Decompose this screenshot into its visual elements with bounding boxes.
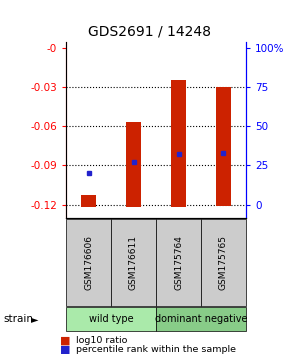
Bar (81, 195, 96, 207)
Text: GSM176611: GSM176611 (129, 235, 138, 290)
Text: GSM175765: GSM175765 (219, 235, 228, 290)
Text: GSM175764: GSM175764 (174, 235, 183, 290)
Text: GDS2691 / 14248: GDS2691 / 14248 (88, 24, 212, 38)
Text: ►: ► (31, 314, 38, 324)
Text: dominant negative: dominant negative (155, 314, 247, 324)
Text: ■: ■ (60, 345, 70, 354)
Text: GSM176606: GSM176606 (84, 235, 93, 290)
Text: ■: ■ (60, 336, 70, 346)
Bar (126, 122, 141, 207)
Text: strain: strain (3, 314, 33, 324)
Text: percentile rank within the sample: percentile rank within the sample (76, 345, 236, 354)
Bar (171, 80, 186, 207)
Text: log10 ratio: log10 ratio (76, 336, 128, 345)
Bar (216, 87, 231, 206)
Text: wild type: wild type (89, 314, 133, 324)
